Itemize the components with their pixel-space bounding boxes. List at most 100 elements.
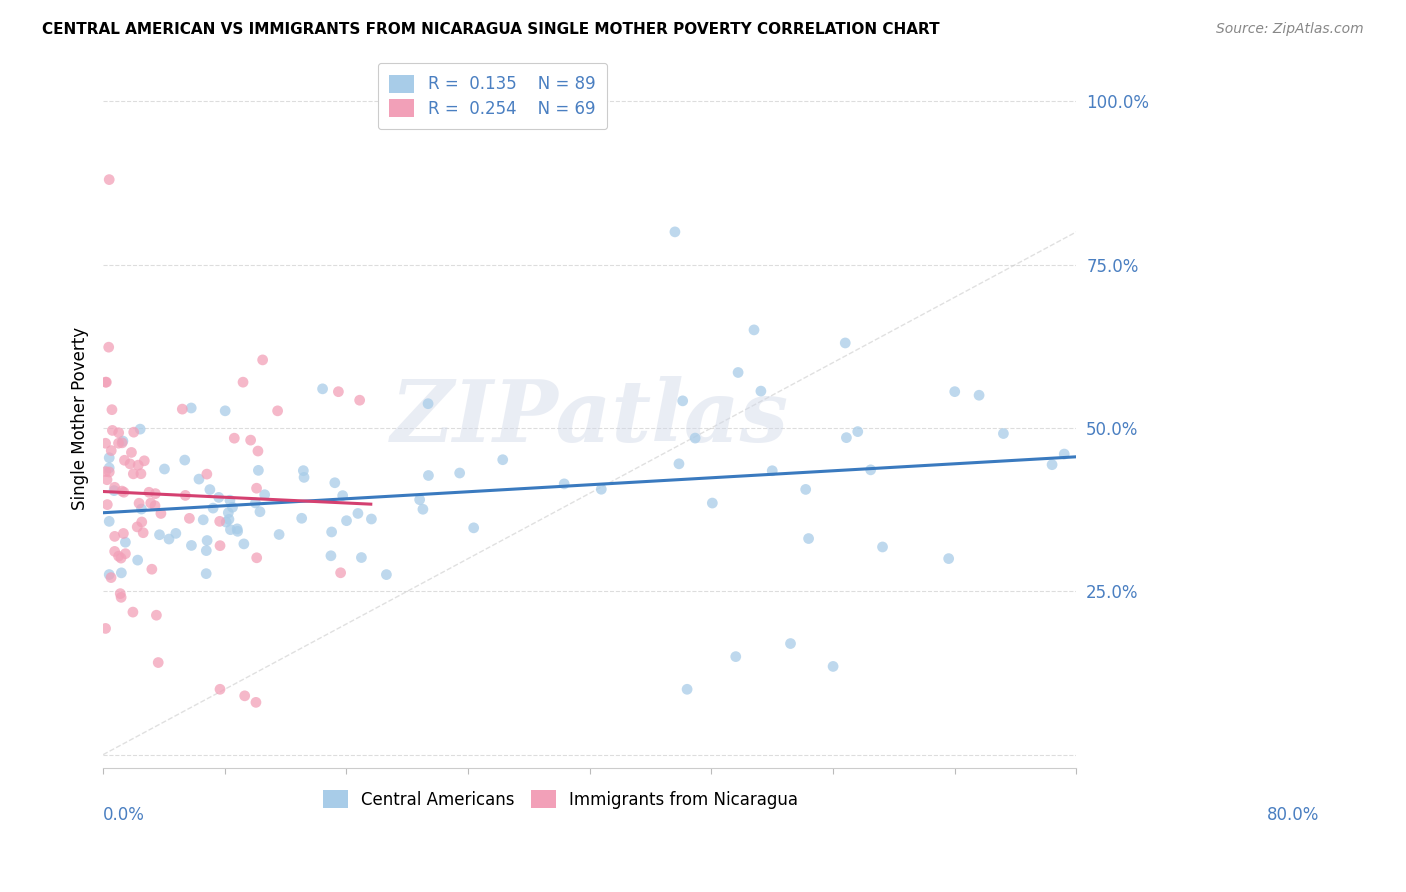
Point	[1040, 458, 1063, 472]
Point	[834, 335, 856, 350]
Point	[252, 352, 274, 367]
Point	[375, 567, 398, 582]
Point	[97, 340, 120, 354]
Point	[269, 527, 291, 541]
Point	[664, 225, 686, 239]
Point	[321, 524, 343, 539]
Point	[246, 550, 269, 565]
Point	[114, 453, 136, 467]
Point	[208, 491, 231, 505]
Point	[418, 468, 440, 483]
Point	[110, 566, 132, 580]
Point	[347, 507, 370, 521]
Point	[94, 375, 117, 389]
Point	[449, 466, 471, 480]
Point	[153, 462, 176, 476]
Point	[246, 444, 269, 458]
Point	[172, 402, 194, 417]
Point	[247, 463, 270, 477]
Point	[727, 366, 749, 380]
Point	[198, 483, 221, 497]
Point	[148, 656, 170, 670]
Point	[794, 483, 817, 497]
Point	[101, 402, 124, 417]
Point	[208, 682, 231, 697]
Point	[208, 539, 231, 553]
Point	[149, 507, 172, 521]
Point	[676, 682, 699, 697]
Point	[111, 484, 134, 499]
Point	[111, 434, 134, 449]
Point	[360, 512, 382, 526]
Point	[100, 571, 122, 585]
Point	[749, 384, 772, 398]
Point	[217, 506, 239, 520]
Point	[195, 467, 218, 482]
Point	[835, 431, 858, 445]
Point	[98, 172, 121, 186]
Point	[107, 436, 129, 450]
Point	[104, 529, 127, 543]
Point	[195, 533, 218, 548]
Point	[859, 463, 882, 477]
Point	[103, 483, 125, 498]
Point	[120, 445, 142, 459]
Point	[132, 525, 155, 540]
Point	[993, 426, 1015, 441]
Point	[195, 566, 218, 581]
Point	[138, 485, 160, 500]
Point	[114, 535, 136, 549]
Point	[118, 457, 141, 471]
Point	[122, 605, 145, 619]
Point	[94, 465, 117, 479]
Point	[724, 649, 747, 664]
Point	[96, 375, 118, 389]
Point	[683, 431, 706, 445]
Point	[127, 520, 149, 534]
Point	[232, 375, 254, 389]
Point	[94, 622, 117, 636]
Point	[110, 591, 132, 605]
Point	[226, 522, 249, 536]
Point	[128, 496, 150, 510]
Point	[104, 480, 127, 494]
Point	[110, 551, 132, 566]
Point	[219, 493, 242, 508]
Point	[553, 476, 575, 491]
Point	[779, 636, 801, 650]
Text: Source: ZipAtlas.com: Source: ZipAtlas.com	[1216, 22, 1364, 37]
Point	[129, 422, 152, 436]
Point	[145, 486, 167, 500]
Point	[943, 384, 966, 399]
Point	[408, 492, 430, 507]
Point	[112, 485, 135, 500]
Point	[179, 511, 201, 525]
Point	[328, 384, 350, 399]
Point	[180, 538, 202, 552]
Point	[219, 523, 242, 537]
Point	[702, 496, 724, 510]
Point	[96, 498, 118, 512]
Point	[193, 513, 215, 527]
Y-axis label: Single Mother Poverty: Single Mother Poverty	[72, 326, 89, 509]
Point	[148, 527, 170, 541]
Point	[335, 514, 357, 528]
Point	[122, 467, 145, 481]
Text: 0.0%: 0.0%	[103, 806, 145, 824]
Point	[221, 500, 243, 515]
Point	[96, 473, 118, 487]
Point	[165, 526, 187, 541]
Point	[292, 464, 315, 478]
Point	[938, 551, 960, 566]
Point	[1053, 447, 1076, 461]
Point	[111, 435, 134, 450]
Point	[195, 543, 218, 558]
Point	[292, 470, 315, 484]
Point	[100, 443, 122, 458]
Point	[872, 540, 894, 554]
Point	[127, 458, 149, 472]
Point	[672, 393, 695, 408]
Point	[416, 397, 439, 411]
Text: 80.0%: 80.0%	[1267, 806, 1320, 824]
Point	[332, 489, 354, 503]
